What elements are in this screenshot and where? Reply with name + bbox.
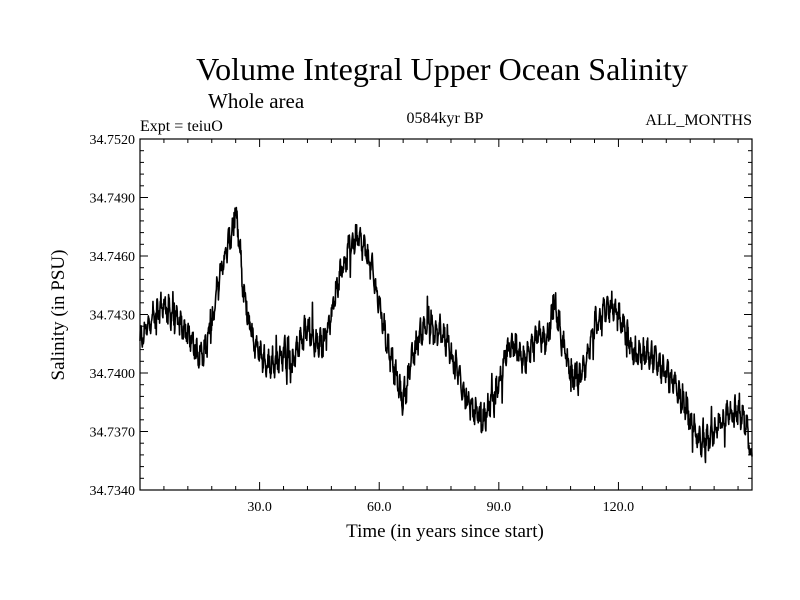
salinity-series-line	[139, 206, 753, 464]
y-tick-label: 34.7520	[90, 133, 136, 148]
chart-subtitle: Whole area	[208, 89, 305, 113]
experiment-label: Expt = teiuO	[140, 118, 223, 135]
x-tick-label: 120.0	[603, 500, 635, 515]
y-tick-label: 34.7430	[90, 309, 136, 324]
x-axis-label: Time (in years since start)	[346, 521, 544, 542]
y-tick-label: 34.7490	[90, 192, 136, 207]
y-tick-label: 34.7370	[90, 426, 136, 441]
x-axis-ticks: 30.0 60.0 90.0 120.0	[163, 139, 739, 515]
chart-title: Volume Integral Upper Ocean Salinity	[196, 51, 688, 87]
plot-area	[139, 206, 753, 464]
y-tick-label: 34.7460	[90, 250, 136, 265]
x-tick-label: 90.0	[487, 500, 512, 515]
x-tick-label: 60.0	[367, 500, 392, 515]
y-axis-label: Salinity (in PSU)	[48, 250, 69, 381]
plot-frame	[139, 138, 753, 491]
months-label: ALL_MONTHS	[645, 112, 752, 129]
period-label: 0584kyr BP	[407, 110, 484, 127]
y-axis-ticks: 34.7340 34.7370 34.7400 34.7430 34.7460 34.74…	[90, 133, 752, 499]
x-tick-label: 30.0	[247, 500, 272, 515]
y-tick-label: 34.7400	[90, 367, 136, 382]
y-tick-label: 34.7340	[90, 484, 136, 499]
